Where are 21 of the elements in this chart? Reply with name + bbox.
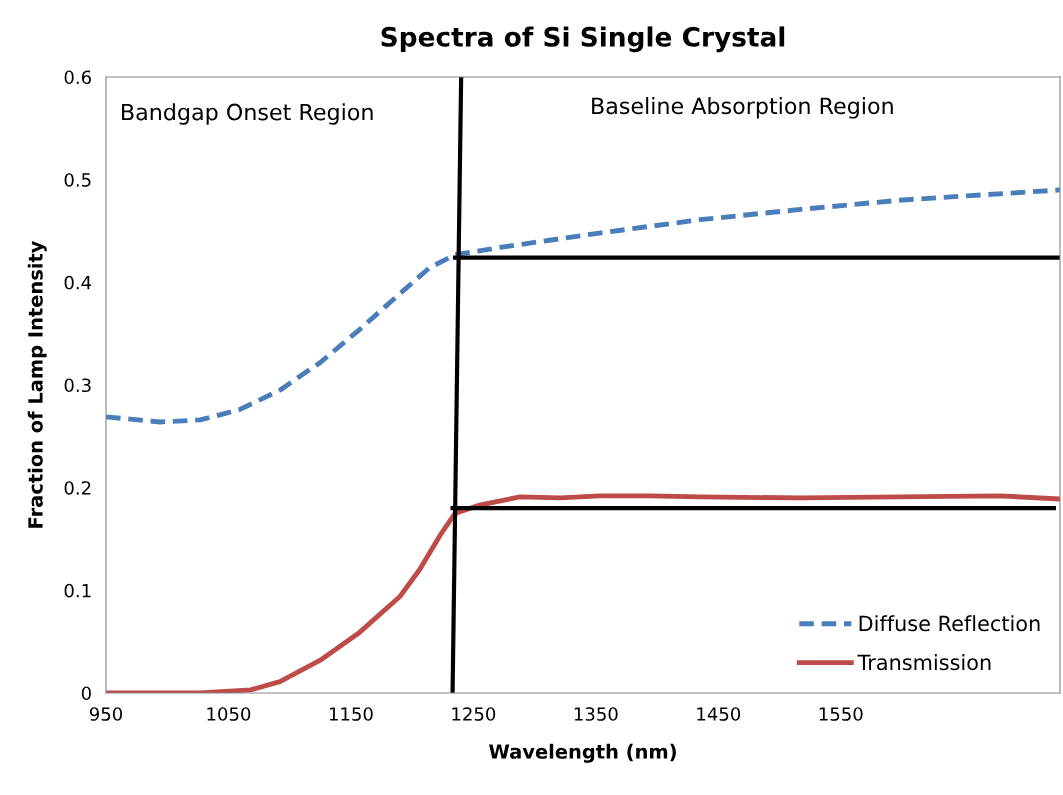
x-tick-label: 1150 bbox=[329, 707, 373, 721]
chart-title: Spectra of Si Single Crystal bbox=[381, 26, 785, 53]
x-tick-label: 1450 bbox=[697, 707, 741, 721]
y-tick-label: 0.3 bbox=[64, 378, 91, 393]
y-tick-label: 0.5 bbox=[64, 173, 91, 187]
x-tick-label: 950 bbox=[89, 707, 123, 721]
legend-label: Transmission bbox=[857, 654, 991, 671]
annotation: Baseline Absorption Region bbox=[592, 97, 893, 119]
annotation: Bandgap Onset Region bbox=[122, 103, 373, 125]
x-tick-label: 1250 bbox=[452, 707, 496, 721]
y-axis-title: Fraction of Lamp Intensity bbox=[27, 240, 47, 528]
y-tick-label: 0.4 bbox=[64, 275, 92, 290]
x-tick-label: 1050 bbox=[207, 707, 251, 721]
x-tick-label: 1350 bbox=[574, 707, 618, 721]
legend-label: Diffuse Reflection bbox=[859, 615, 1040, 632]
y-tick-label: 0.2 bbox=[64, 481, 91, 495]
y-tick-label: 0.6 bbox=[64, 70, 91, 85]
y-tick-label: 0.1 bbox=[64, 583, 91, 598]
x-tick-label: 1550 bbox=[819, 707, 863, 721]
y-tick-label: 0 bbox=[81, 686, 91, 701]
x-axis-title: Wavelength (nm) bbox=[489, 743, 676, 763]
